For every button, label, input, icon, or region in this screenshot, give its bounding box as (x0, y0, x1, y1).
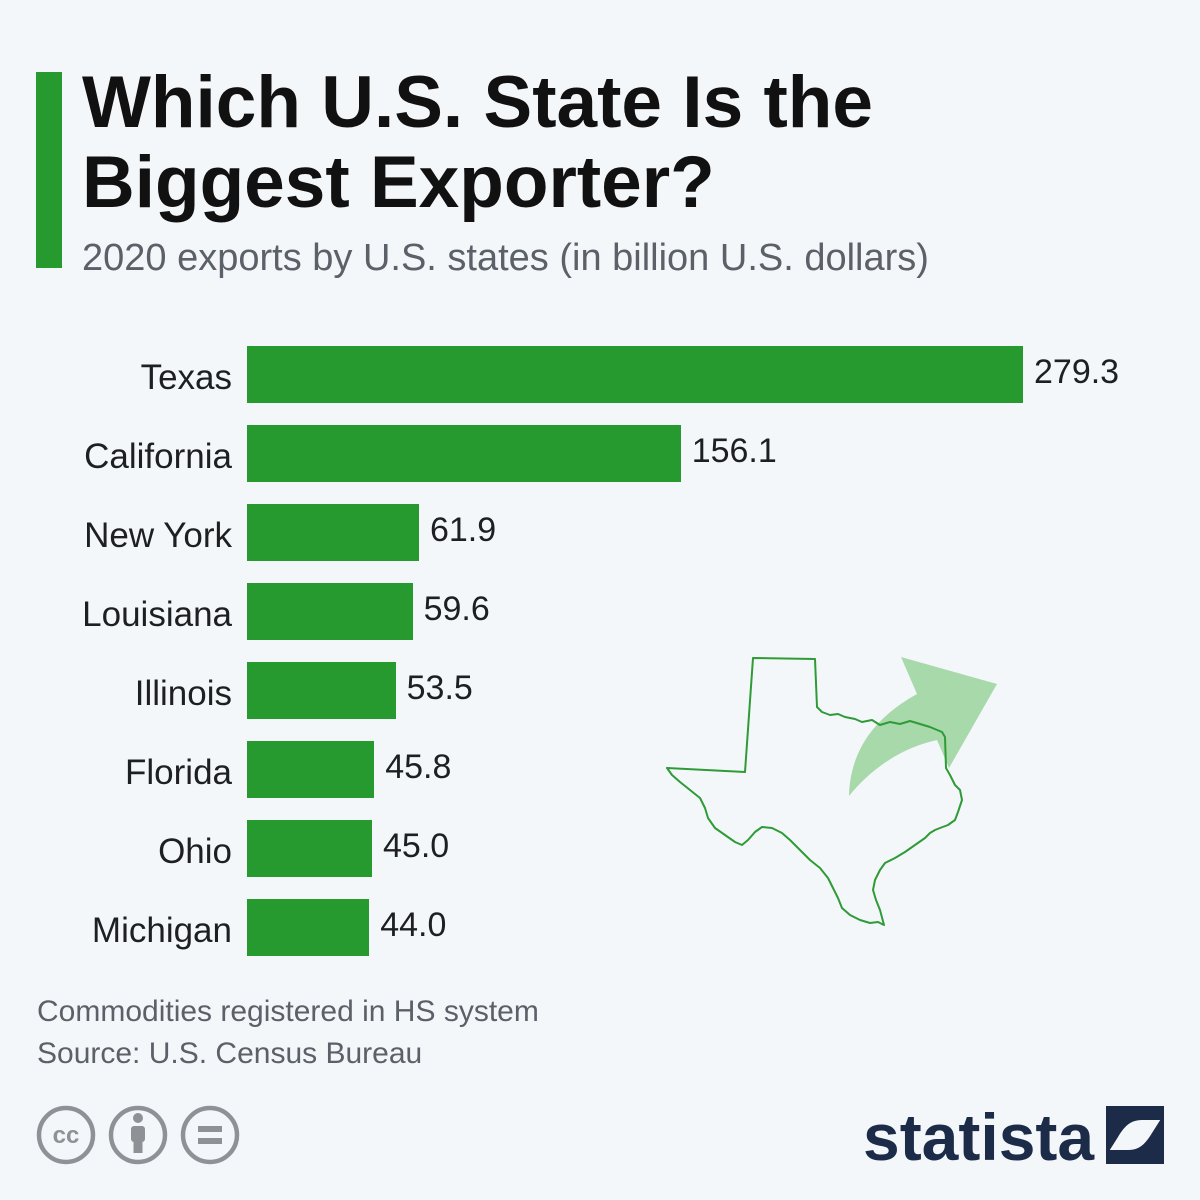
texas-map-outline-icon (666, 657, 963, 926)
value-label-new-york: 61.9 (429, 511, 497, 549)
value-label-ohio: 45.0 (383, 827, 450, 865)
attribution-icon (108, 1105, 168, 1165)
category-label-ohio: Ohio (158, 832, 232, 871)
value-label-florida: 45.8 (385, 748, 452, 786)
value-label-california: 156.1 (691, 432, 777, 470)
bar-florida (247, 741, 375, 798)
category-label-texas: Texas (140, 358, 232, 397)
bar-illinois (247, 662, 396, 719)
chart-title: Which U.S. State Is the Biggest Exporter… (82, 62, 873, 223)
bar-michigan (247, 899, 370, 956)
statista-logo-icon (1106, 1106, 1164, 1164)
bar-louisiana (247, 583, 413, 640)
chart-subtitle: 2020 exports by U.S. states (in billion … (82, 237, 929, 279)
category-label-florida: Florida (125, 753, 232, 792)
bar-ohio (247, 820, 373, 877)
up-right-arrow-icon (849, 657, 997, 796)
bar-chart: Texas 279.3 California 156.1 New York 61.9 Lou… (0, 346, 1200, 966)
footnote: Commodities registered in HS system (37, 995, 539, 1028)
value-label-illinois: 53.5 (406, 669, 473, 707)
title-accent-bar (36, 72, 62, 268)
value-label-michigan: 44.0 (380, 906, 447, 944)
source-note: Source: U.S. Census Bureau (37, 1037, 423, 1070)
statista-logo-text: statista (863, 1100, 1095, 1174)
bar-new-york (247, 504, 419, 561)
category-label-illinois: Illinois (134, 674, 232, 713)
cc-icon-text: cc (53, 1122, 80, 1149)
value-label-louisiana: 59.6 (423, 590, 490, 628)
bar-texas (247, 346, 1023, 403)
category-label-new-york: New York (84, 516, 232, 555)
value-label-texas: 279.3 (1034, 353, 1120, 391)
no-derivatives-icon (180, 1105, 240, 1165)
category-label-california: California (84, 437, 232, 476)
category-label-michigan: Michigan (91, 911, 232, 950)
cc-icon: cc (36, 1105, 96, 1165)
bar-california (247, 425, 681, 482)
category-label-louisiana: Louisiana (82, 595, 232, 634)
